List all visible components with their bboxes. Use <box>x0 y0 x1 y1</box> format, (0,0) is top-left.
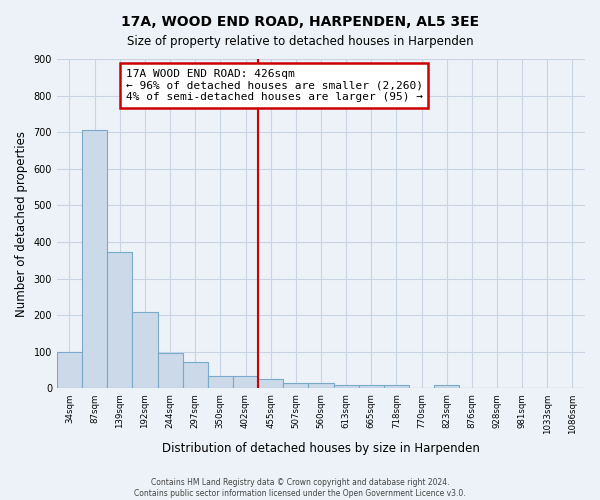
Text: 17A, WOOD END ROAD, HARPENDEN, AL5 3EE: 17A, WOOD END ROAD, HARPENDEN, AL5 3EE <box>121 15 479 29</box>
Text: Contains HM Land Registry data © Crown copyright and database right 2024.
Contai: Contains HM Land Registry data © Crown c… <box>134 478 466 498</box>
Bar <box>334 385 359 388</box>
Bar <box>233 376 258 388</box>
Bar <box>384 385 409 388</box>
Bar <box>208 376 233 388</box>
Text: 17A WOOD END ROAD: 426sqm
← 96% of detached houses are smaller (2,260)
4% of sem: 17A WOOD END ROAD: 426sqm ← 96% of detac… <box>125 69 422 102</box>
Bar <box>308 383 334 388</box>
Y-axis label: Number of detached properties: Number of detached properties <box>15 130 28 316</box>
Bar <box>82 130 107 388</box>
Bar <box>133 312 158 388</box>
Bar <box>158 354 182 388</box>
Bar <box>434 385 459 388</box>
X-axis label: Distribution of detached houses by size in Harpenden: Distribution of detached houses by size … <box>162 442 480 455</box>
Bar <box>57 352 82 389</box>
Bar <box>107 252 133 388</box>
Bar <box>359 385 384 388</box>
Bar <box>283 383 308 388</box>
Text: Size of property relative to detached houses in Harpenden: Size of property relative to detached ho… <box>127 35 473 48</box>
Bar <box>258 380 283 388</box>
Bar <box>182 362 208 388</box>
